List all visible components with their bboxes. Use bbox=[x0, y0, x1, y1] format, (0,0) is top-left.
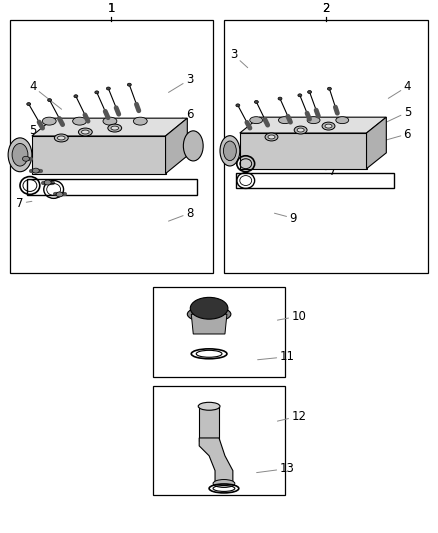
Ellipse shape bbox=[74, 95, 78, 98]
Bar bbox=[153, 386, 285, 495]
Bar bbox=[224, 20, 428, 272]
Ellipse shape bbox=[198, 402, 220, 410]
Ellipse shape bbox=[236, 104, 240, 107]
Ellipse shape bbox=[106, 87, 110, 90]
Polygon shape bbox=[199, 438, 233, 483]
Ellipse shape bbox=[95, 91, 99, 94]
Ellipse shape bbox=[298, 94, 302, 97]
Text: 2: 2 bbox=[322, 2, 330, 15]
Polygon shape bbox=[199, 406, 219, 441]
Bar bbox=[10, 20, 213, 272]
Polygon shape bbox=[32, 118, 187, 136]
Ellipse shape bbox=[44, 180, 51, 185]
Ellipse shape bbox=[265, 133, 278, 141]
Polygon shape bbox=[166, 118, 187, 174]
Ellipse shape bbox=[336, 117, 349, 124]
Ellipse shape bbox=[279, 117, 291, 124]
Ellipse shape bbox=[184, 131, 203, 161]
Text: 7: 7 bbox=[314, 165, 336, 178]
Text: 1: 1 bbox=[107, 2, 115, 15]
Ellipse shape bbox=[127, 83, 131, 86]
Text: 7: 7 bbox=[16, 197, 32, 210]
Text: 4: 4 bbox=[29, 80, 62, 109]
Text: 3: 3 bbox=[230, 49, 248, 68]
Ellipse shape bbox=[73, 117, 87, 125]
Ellipse shape bbox=[27, 102, 31, 106]
Ellipse shape bbox=[108, 124, 122, 132]
Ellipse shape bbox=[190, 297, 228, 319]
Ellipse shape bbox=[103, 117, 117, 125]
Ellipse shape bbox=[8, 138, 32, 172]
Ellipse shape bbox=[220, 136, 240, 166]
Ellipse shape bbox=[294, 126, 307, 134]
Ellipse shape bbox=[278, 97, 282, 100]
Text: 9: 9 bbox=[275, 212, 297, 225]
Ellipse shape bbox=[322, 122, 335, 130]
Ellipse shape bbox=[187, 306, 231, 322]
Ellipse shape bbox=[48, 99, 52, 102]
Text: 1: 1 bbox=[107, 2, 115, 15]
Text: 3: 3 bbox=[169, 73, 193, 92]
Text: 6: 6 bbox=[386, 127, 411, 141]
Ellipse shape bbox=[268, 135, 275, 139]
Ellipse shape bbox=[325, 124, 332, 128]
Text: 8: 8 bbox=[169, 207, 193, 221]
Text: 2: 2 bbox=[322, 2, 330, 15]
Ellipse shape bbox=[297, 128, 304, 132]
Text: 5: 5 bbox=[29, 124, 57, 142]
Ellipse shape bbox=[223, 141, 237, 160]
Text: 13: 13 bbox=[257, 462, 294, 475]
Text: 4: 4 bbox=[389, 80, 411, 99]
Ellipse shape bbox=[328, 87, 332, 90]
Bar bbox=[153, 287, 285, 377]
Ellipse shape bbox=[78, 128, 92, 136]
Ellipse shape bbox=[56, 192, 63, 197]
Ellipse shape bbox=[32, 168, 39, 173]
Ellipse shape bbox=[57, 136, 65, 140]
Ellipse shape bbox=[54, 134, 68, 142]
Text: 11: 11 bbox=[258, 350, 294, 364]
Ellipse shape bbox=[12, 143, 28, 166]
Polygon shape bbox=[240, 117, 386, 133]
Polygon shape bbox=[32, 136, 166, 174]
Ellipse shape bbox=[22, 156, 29, 161]
Text: 10: 10 bbox=[277, 310, 306, 322]
Ellipse shape bbox=[307, 91, 311, 93]
Polygon shape bbox=[191, 314, 227, 334]
Text: 6: 6 bbox=[169, 108, 193, 126]
Ellipse shape bbox=[250, 117, 263, 124]
Ellipse shape bbox=[133, 117, 147, 125]
Text: 5: 5 bbox=[386, 106, 411, 122]
Ellipse shape bbox=[307, 117, 320, 124]
Ellipse shape bbox=[81, 130, 89, 134]
Polygon shape bbox=[367, 117, 386, 168]
Ellipse shape bbox=[254, 101, 258, 103]
Ellipse shape bbox=[42, 117, 56, 125]
Ellipse shape bbox=[111, 126, 119, 130]
Polygon shape bbox=[240, 133, 367, 168]
Text: 12: 12 bbox=[277, 410, 306, 423]
Ellipse shape bbox=[213, 480, 235, 488]
